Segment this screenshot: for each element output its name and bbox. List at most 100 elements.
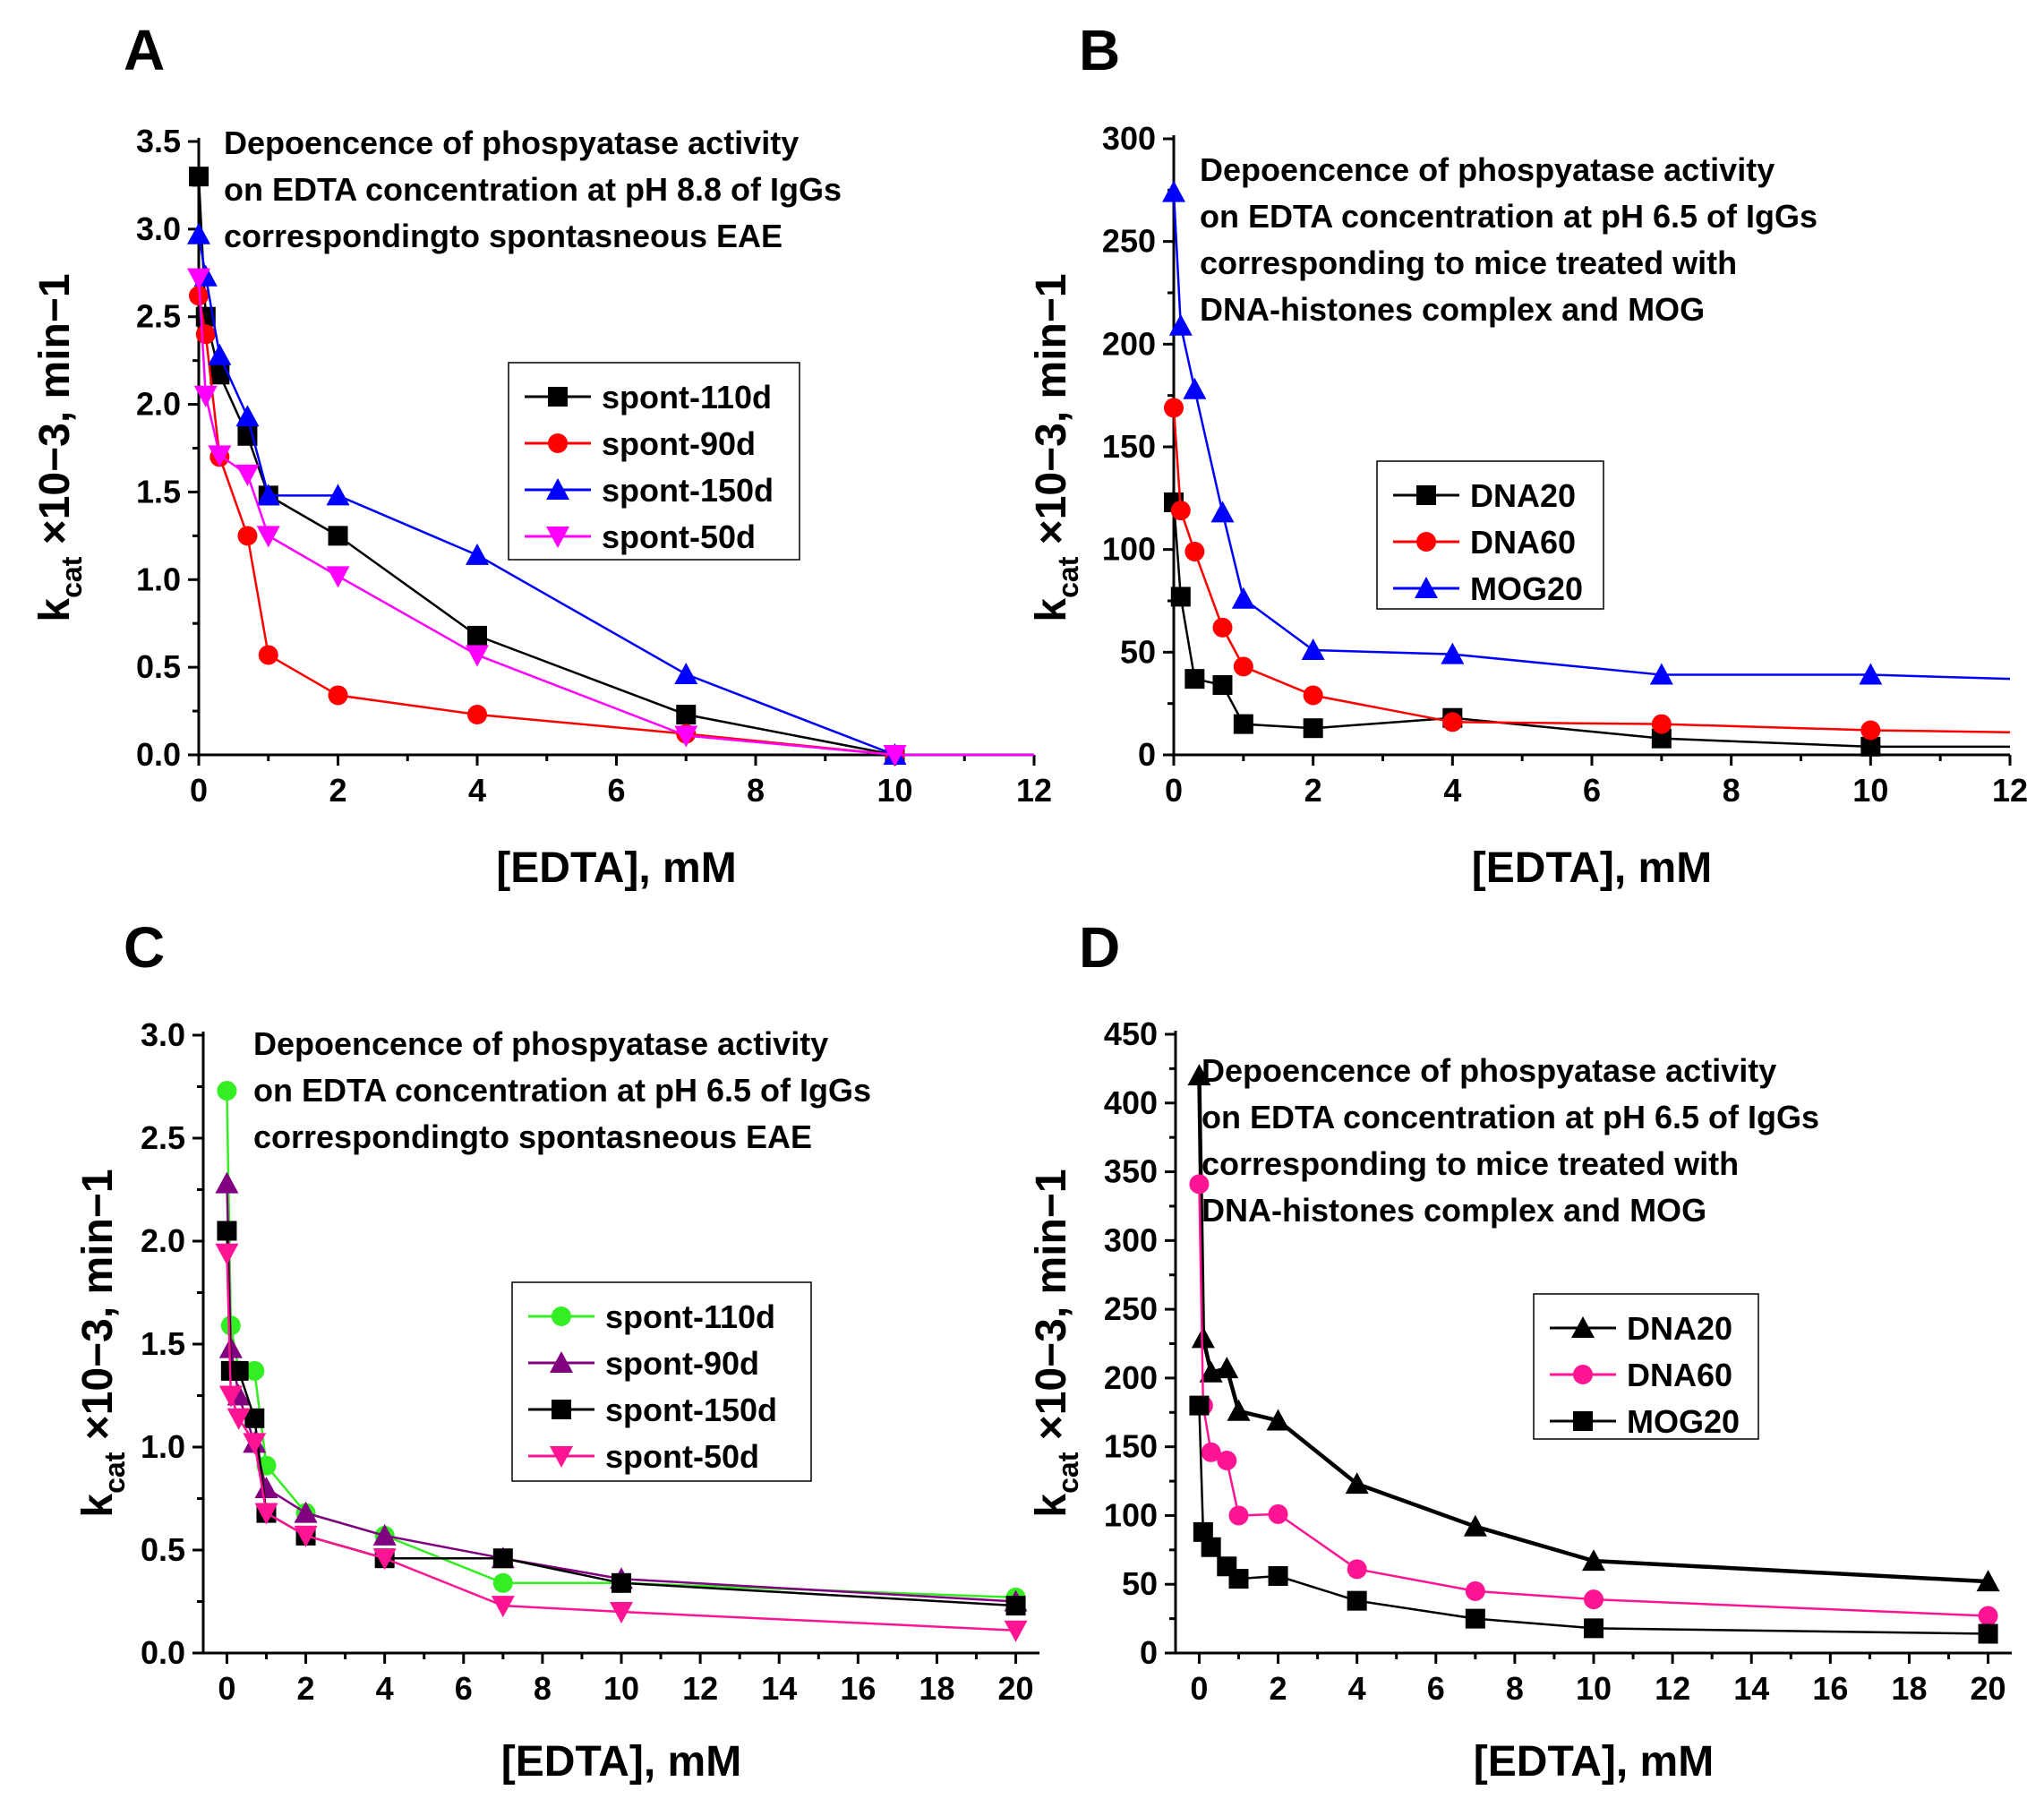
- panel-a: A 0 2 4 6 8 10 12 0.0 0.5 1.0 1.5 2.0 2.5 3.0 3.5 [EDTA]…: [31, 18, 1052, 892]
- data-point: [1231, 587, 1255, 609]
- y-tick-label: 0.0: [141, 1634, 185, 1671]
- chart-title-line: on EDTA concentration at pH 6.5 of IgGs: [1200, 198, 1817, 235]
- data-point: [1651, 728, 1672, 749]
- data-point: [1210, 501, 1235, 523]
- data-point: [1266, 1409, 1290, 1431]
- legend-label: DNA20: [1470, 477, 1576, 514]
- chart-title-line: Depoencence of phospyatase activity: [224, 124, 799, 161]
- legend-marker: [1416, 485, 1436, 505]
- data-point: [1303, 685, 1323, 706]
- series-line: [1172, 192, 2011, 681]
- y-tick-label: 0.5: [141, 1531, 185, 1568]
- legend-label: spont-50d: [602, 518, 756, 555]
- y-tick-label: 3.0: [136, 210, 181, 247]
- data-point: [256, 526, 280, 548]
- x-tick-label: 2: [329, 772, 346, 809]
- data-point: [1162, 180, 1185, 202]
- legend-label: spont-90d: [602, 425, 756, 462]
- data-point: [1227, 1399, 1251, 1421]
- chart-title-line: correspondingto spontasneous EAE: [253, 1118, 812, 1155]
- data-point: [1168, 313, 1193, 336]
- y-tick-label: 150: [1102, 428, 1156, 465]
- x-tick-label: 16: [840, 1670, 876, 1707]
- data-point: [883, 745, 907, 767]
- series-line: [1197, 1075, 1988, 1584]
- y-tick-label: 3.5: [136, 123, 181, 159]
- data-point: [258, 645, 278, 665]
- series-MOG20: [1189, 1395, 1998, 1644]
- chart-title-line: DNA-histones complex and MOG: [1202, 1192, 1706, 1229]
- y-axis-label: kcat ×10−3, min−1: [1028, 273, 1084, 621]
- y-tick-label: 1.0: [141, 1428, 185, 1465]
- y-tick-label: 0: [1140, 1634, 1158, 1671]
- legend: DNA20 DNA60 MOG20: [1376, 460, 1604, 610]
- data-point: [228, 1360, 249, 1381]
- data-point: [235, 464, 260, 486]
- series-spont-50d: [215, 1243, 1028, 1642]
- data-point: [237, 526, 258, 546]
- x-tick-label: 14: [761, 1670, 797, 1707]
- data-point: [256, 484, 280, 506]
- data-point: [218, 1385, 243, 1408]
- x-tick-label: 12: [1655, 1670, 1690, 1707]
- y-tick-label: 100: [1102, 531, 1156, 568]
- legend-label: spont-150d: [602, 472, 774, 509]
- panel-letter: B: [1079, 18, 1120, 82]
- chart-title-line: on EDTA concentration at pH 8.8 of IgGs: [224, 171, 842, 208]
- y-axis-label: kcat ×10−3, min−1: [31, 273, 88, 621]
- chart-title-line: Depoencence of phospyatase activity: [253, 1025, 828, 1062]
- y-tick-label: 2.0: [141, 1222, 185, 1259]
- series-line: [226, 1253, 1016, 1632]
- data-point: [215, 1243, 239, 1265]
- data-point: [215, 1171, 239, 1194]
- data-point: [1212, 675, 1233, 696]
- data-point: [1859, 663, 1883, 685]
- chart-title-line: DNA-histones complex and MOG: [1200, 291, 1705, 328]
- y-axis-label: kcat ×10−3, min−1: [74, 1169, 131, 1517]
- data-point: [254, 1503, 278, 1525]
- data-point: [217, 1221, 237, 1241]
- data-point: [611, 1572, 631, 1593]
- legend-label: DNA60: [1627, 1357, 1732, 1393]
- data-point: [676, 704, 697, 724]
- x-tick-label: 20: [998, 1670, 1034, 1707]
- data-point: [492, 1572, 513, 1593]
- x-tick-label: 8: [534, 1670, 552, 1707]
- x-tick-label: 2: [1304, 772, 1322, 809]
- data-point: [1584, 1618, 1604, 1639]
- x-tick-label: 6: [607, 772, 625, 809]
- data-point: [1212, 617, 1233, 638]
- data-point: [372, 1523, 397, 1546]
- x-tick-label: 16: [1812, 1670, 1848, 1707]
- data-point: [467, 704, 487, 724]
- series-line: [197, 176, 1034, 757]
- chart-title-line: corresponding to mice treated with: [1202, 1145, 1739, 1182]
- data-point: [1228, 1569, 1249, 1589]
- data-point: [1976, 1570, 2000, 1592]
- data-point: [243, 1433, 267, 1455]
- series-MOG20: [1162, 180, 2011, 685]
- data-point: [674, 725, 698, 748]
- y-tick-label: 150: [1104, 1428, 1158, 1465]
- data-point: [1189, 1395, 1210, 1416]
- data-point: [187, 222, 210, 244]
- data-point: [1215, 1357, 1239, 1379]
- series-line: [1172, 407, 2011, 734]
- data-point: [1233, 714, 1253, 734]
- x-tick-label: 12: [1016, 772, 1052, 809]
- y-tick-label: 0.0: [136, 736, 181, 773]
- legend-marker: [1415, 577, 1438, 598]
- y-tick-label: 2.5: [141, 1119, 185, 1156]
- legend: DNA20 DNA60 MOG20: [1533, 1293, 1759, 1440]
- legend-label: DNA60: [1470, 524, 1576, 561]
- data-point: [466, 543, 489, 565]
- data-point: [492, 1548, 513, 1569]
- x-tick-label: 0: [190, 772, 208, 809]
- y-tick-label: 400: [1104, 1084, 1158, 1121]
- x-tick-label: 10: [603, 1670, 639, 1707]
- y-tick-label: 1.0: [136, 561, 181, 597]
- y-tick-label: 200: [1102, 325, 1156, 362]
- x-tick-label: 6: [1427, 1670, 1445, 1707]
- legend-marker: [1573, 1365, 1593, 1384]
- legend-marker: [548, 433, 568, 453]
